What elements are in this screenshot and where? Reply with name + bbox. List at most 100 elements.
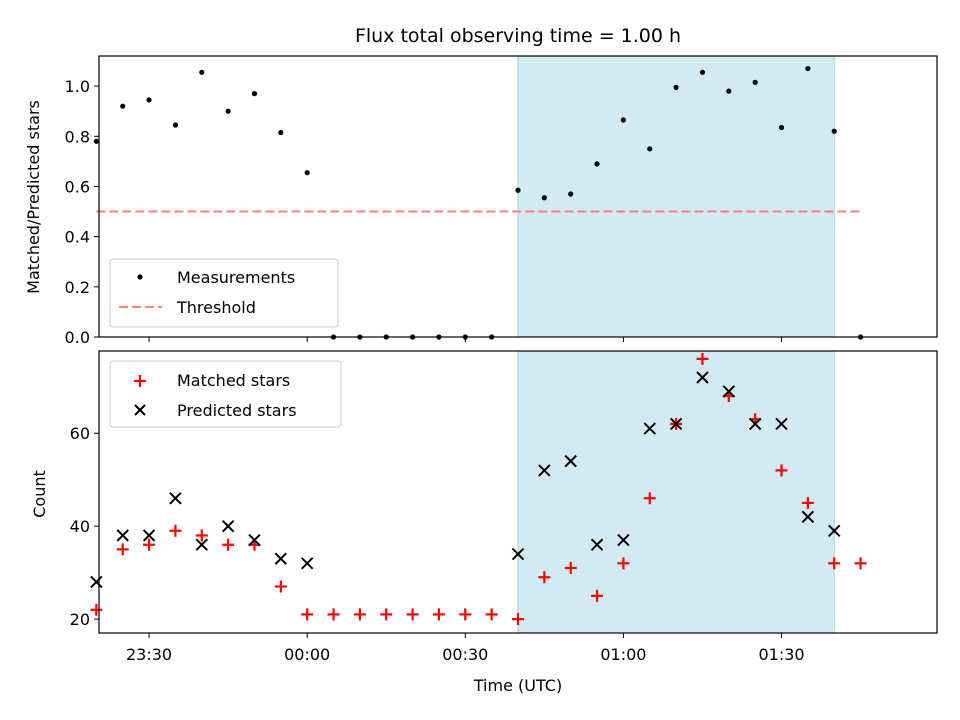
predicted-star-point — [643, 422, 656, 435]
bottom-y-tick-label: 40 — [70, 517, 90, 536]
x-tick-label: 23:30 — [126, 645, 172, 664]
measurement-point — [726, 88, 732, 94]
matched-star-point — [775, 464, 788, 477]
x-tick-label: 00:00 — [284, 645, 330, 664]
matched-star-point — [617, 557, 630, 570]
predicted-star-point — [828, 524, 841, 537]
count-panel: 20 40 60 23:30 00:00 00:30 01:00 01:30 Count T… — [30, 350, 938, 695]
predicted-star-point — [169, 492, 182, 505]
predicted-star-point — [722, 385, 736, 398]
matched-star-point — [353, 608, 366, 621]
top-x-axis-ticks — [148, 337, 783, 342]
measurement-point — [778, 124, 785, 131]
predicted-stars-points — [90, 371, 841, 589]
matched-star-point — [222, 538, 235, 551]
legend-measurement-marker — [137, 274, 143, 280]
predicted-star-point — [564, 454, 577, 468]
ratio-panel: 0.0 0.2 0.4 0.6 0.8 1.0 Matched/Predicted sta… — [24, 55, 938, 347]
measurement-point — [278, 129, 284, 136]
matched-star-point — [801, 496, 814, 509]
matched-star-point — [564, 561, 577, 574]
matched-star-point — [169, 524, 182, 537]
predicted-star-point — [274, 552, 288, 565]
matched-star-point — [274, 580, 287, 593]
predicted-star-point — [748, 417, 762, 431]
measurement-point — [805, 65, 811, 72]
measurement-point — [304, 170, 310, 176]
matched-star-point — [854, 557, 867, 570]
matched-star-point — [538, 571, 551, 584]
measurement-point — [673, 84, 679, 90]
matched-star-point — [406, 608, 419, 621]
top-y-tick-label: 1.0 — [65, 77, 90, 96]
measurement-point — [699, 69, 706, 75]
measurement-point — [568, 191, 574, 197]
predicted-star-point — [775, 417, 788, 431]
predicted-star-point — [221, 519, 235, 533]
legend-measurements-label: Measurements — [177, 268, 295, 287]
predicted-star-point — [90, 575, 103, 589]
measurement-point — [251, 91, 258, 97]
measurement-point — [831, 128, 837, 134]
bottom-y-tick-label: 20 — [70, 610, 90, 629]
matched-star-point — [143, 538, 156, 551]
top-y-tick-label: 0.4 — [65, 228, 90, 247]
predicted-star-point — [669, 417, 683, 431]
bottom-y-axis-label: Count — [30, 470, 49, 518]
measurement-point — [515, 187, 521, 193]
predicted-star-point — [590, 538, 604, 551]
bottom-x-axis-ticks: 23:30 00:00 00:30 01:00 01:30 — [126, 633, 805, 664]
measurement-point — [594, 161, 600, 167]
x-tick-label: 00:30 — [442, 645, 488, 664]
measurement-point — [199, 69, 205, 75]
predicted-star-point — [300, 557, 314, 570]
matched-star-point — [828, 557, 841, 570]
matched-star-point — [116, 543, 129, 556]
bottom-plot-frame — [98, 350, 938, 634]
top-legend-box — [109, 258, 339, 328]
x-axis-label: Time (UTC) — [473, 676, 562, 695]
legend-matched-marker — [134, 375, 146, 387]
predicted-star-point — [617, 533, 630, 547]
predicted-star-point — [195, 538, 208, 551]
matched-star-point — [432, 608, 445, 621]
legend-matched-label: Matched stars — [177, 371, 290, 390]
matched-star-point — [591, 589, 604, 602]
top-y-axis-label: Matched/Predicted stars — [24, 100, 43, 294]
predicted-star-point — [142, 529, 156, 542]
matched-star-point — [195, 529, 208, 542]
bottom-legend: Matched stars Predicted stars — [109, 360, 342, 428]
top-y-tick-label: 0.8 — [65, 127, 90, 146]
legend-predicted-marker — [134, 404, 146, 416]
measurement-point — [172, 122, 179, 128]
predicted-star-point — [696, 371, 709, 384]
legend-threshold-label: Threshold — [176, 298, 256, 317]
bottom-y-axis-ticks: 20 40 60 — [70, 424, 99, 629]
measurement-point — [620, 117, 627, 123]
measurement-points — [93, 65, 864, 340]
measurement-point — [93, 138, 99, 144]
matched-star-point — [327, 608, 340, 621]
matched-star-point — [696, 352, 709, 365]
predicted-star-point — [116, 529, 129, 542]
bottom-legend-box — [109, 360, 342, 428]
predicted-star-point — [801, 510, 815, 524]
legend-predicted-label: Predicted stars — [177, 401, 297, 420]
predicted-star-point — [248, 533, 261, 547]
predicted-star-point — [511, 547, 525, 561]
matched-star-point — [90, 603, 103, 616]
predicted-star-point — [538, 464, 551, 477]
top-y-tick-label: 0.2 — [65, 278, 90, 297]
top-legend: Measurements Threshold — [109, 258, 339, 328]
matched-star-point — [459, 608, 472, 621]
measurement-point — [752, 79, 758, 85]
bottom-observing-window — [517, 350, 835, 634]
measurement-point — [225, 108, 231, 114]
top-y-tick-label: 0.0 — [65, 328, 90, 347]
matched-star-point — [643, 492, 656, 505]
matched-stars-points — [90, 352, 867, 626]
top-y-axis-ticks: 0.0 0.2 0.4 0.6 0.8 1.0 — [65, 77, 99, 347]
measurement-point — [647, 146, 653, 152]
measurement-point — [120, 103, 126, 109]
